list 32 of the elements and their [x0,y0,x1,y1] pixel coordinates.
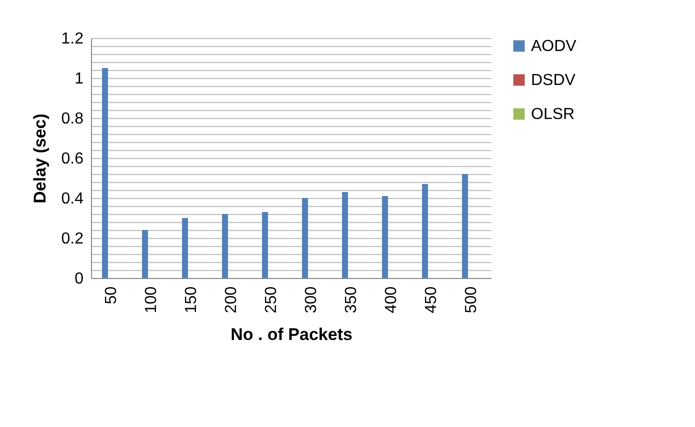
y-axis-title: Delay (sec) [30,114,50,204]
x-tick-label: 400 [383,286,400,314]
x-tick-label: 150 [183,286,200,314]
x-tick-label: 350 [343,286,360,314]
y-tick-label: 0.2 [61,230,84,248]
y-tick-label: 0.4 [61,190,84,208]
bar [262,212,268,278]
bar [382,196,388,278]
y-tick-label: 0 [74,270,84,288]
bar [222,214,228,278]
legend-label: OLSR [531,106,575,123]
bar [142,230,148,278]
x-tick-label: 100 [143,286,160,314]
x-tick-label: 250 [263,286,280,314]
legend-label: DSDV [531,72,576,89]
y-tick-label: 1.2 [61,30,84,48]
bar [342,192,348,278]
x-tick-label: 200 [223,286,240,314]
bar [462,174,468,278]
bar [302,198,308,278]
bar [102,68,108,278]
x-axis-title: No . of Packets [230,325,352,344]
x-tick-label: 450 [423,286,440,314]
y-tick-label: 0.6 [61,150,84,168]
x-tick-label: 300 [303,286,320,314]
bar [182,218,188,278]
x-tick-label: 500 [463,286,480,314]
bar [422,184,428,278]
x-tick-label: 50 [103,286,120,304]
y-tick-label: 0.8 [61,110,84,128]
legend-label: AODV [531,38,577,55]
y-tick-label: 1 [74,70,84,88]
